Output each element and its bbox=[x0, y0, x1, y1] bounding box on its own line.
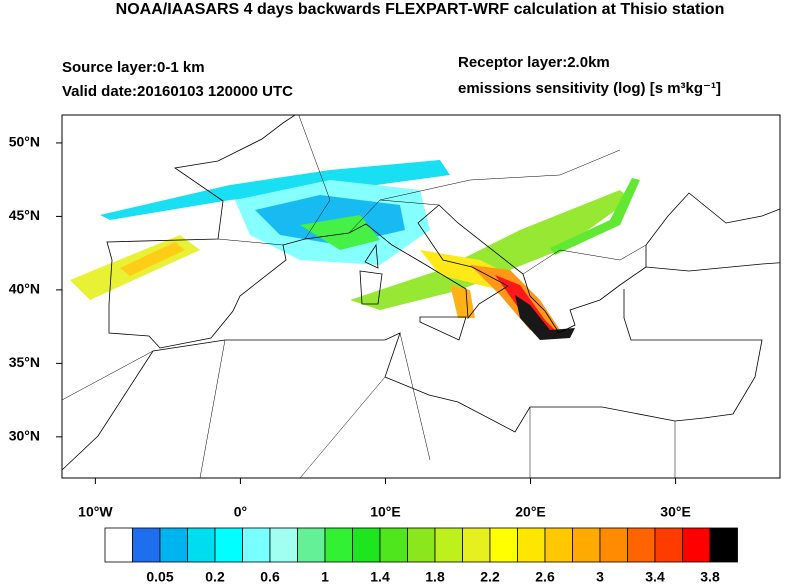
colorbar-label: 0.2 bbox=[205, 569, 225, 585]
color-box bbox=[544, 527, 573, 563]
corsica bbox=[364, 243, 379, 269]
color-box bbox=[297, 527, 326, 563]
y-tick-label: 50°N bbox=[9, 134, 40, 150]
colorbar-label: 3 bbox=[596, 569, 604, 585]
colorbar-label: 3.4 bbox=[645, 569, 665, 585]
color-box bbox=[682, 527, 711, 563]
color-box bbox=[517, 527, 546, 563]
map-frame bbox=[61, 114, 781, 479]
colorbar-label: 1.8 bbox=[425, 569, 445, 585]
source-layer: Source layer:0-1 km bbox=[62, 59, 205, 76]
x-tick-label: 20°E bbox=[515, 504, 546, 520]
color-box bbox=[352, 527, 381, 563]
plume bbox=[70, 160, 640, 340]
coastline bbox=[106, 115, 780, 349]
x-tick-label: 10°E bbox=[370, 504, 401, 520]
receptor-layer: Receptor layer:2.0km bbox=[458, 54, 610, 71]
colorbar-label: 0.05 bbox=[146, 569, 173, 585]
color-box bbox=[599, 527, 628, 563]
color-box bbox=[324, 527, 353, 563]
colorbar-label: 2.6 bbox=[535, 569, 555, 585]
units: emissions sensitivity (log) [s m³kg⁻¹] bbox=[458, 80, 721, 97]
y-tick-label: 30°N bbox=[9, 428, 40, 444]
y-tick-label: 45°N bbox=[9, 207, 40, 223]
color-box bbox=[159, 527, 188, 563]
color-box bbox=[627, 527, 656, 563]
color-box bbox=[654, 527, 683, 563]
color-box bbox=[462, 527, 491, 563]
colorbar-label: 1 bbox=[321, 569, 329, 585]
x-tick-label: 30°E bbox=[660, 504, 691, 520]
colorbar-label: 0.6 bbox=[260, 569, 280, 585]
color-box bbox=[709, 527, 738, 563]
y-tick-label: 40°N bbox=[9, 281, 40, 297]
valid-date: Valid date:20160103 120000 UTC bbox=[62, 83, 293, 100]
coastline bbox=[645, 262, 780, 272]
colorbar: 0.05 0.2 0.6 1 1.4 1.8 2.2 2.6 3 3.4 3.8 bbox=[104, 527, 738, 585]
color-box bbox=[132, 527, 161, 563]
color-box bbox=[214, 527, 243, 563]
coastline bbox=[62, 289, 763, 471]
color-box bbox=[572, 527, 601, 563]
color-box bbox=[434, 527, 463, 563]
border bbox=[62, 115, 676, 478]
color-box bbox=[379, 527, 408, 563]
title: NOAA/IAASARS 4 days backwards FLEXPART-W… bbox=[116, 1, 725, 18]
map: 10°W 0° 10°E 20°E 30°E 50°N 45°N 40°N 35°N 30°N bbox=[9, 114, 781, 520]
x-tick-label: 0° bbox=[234, 504, 247, 520]
color-box bbox=[269, 527, 298, 563]
x-tick-label: 10°W bbox=[78, 504, 113, 520]
color-box bbox=[104, 527, 133, 563]
sicily bbox=[419, 316, 467, 341]
color-box bbox=[489, 527, 518, 563]
color-box bbox=[242, 527, 271, 563]
color-box bbox=[187, 527, 216, 563]
y-tick-label: 35°N bbox=[9, 354, 40, 370]
color-box bbox=[407, 527, 436, 563]
colorbar-label: 3.8 bbox=[700, 569, 720, 585]
colorbar-label: 1.4 bbox=[370, 569, 390, 585]
sardinia bbox=[359, 270, 383, 305]
colorbar-label: 2.2 bbox=[480, 569, 500, 585]
